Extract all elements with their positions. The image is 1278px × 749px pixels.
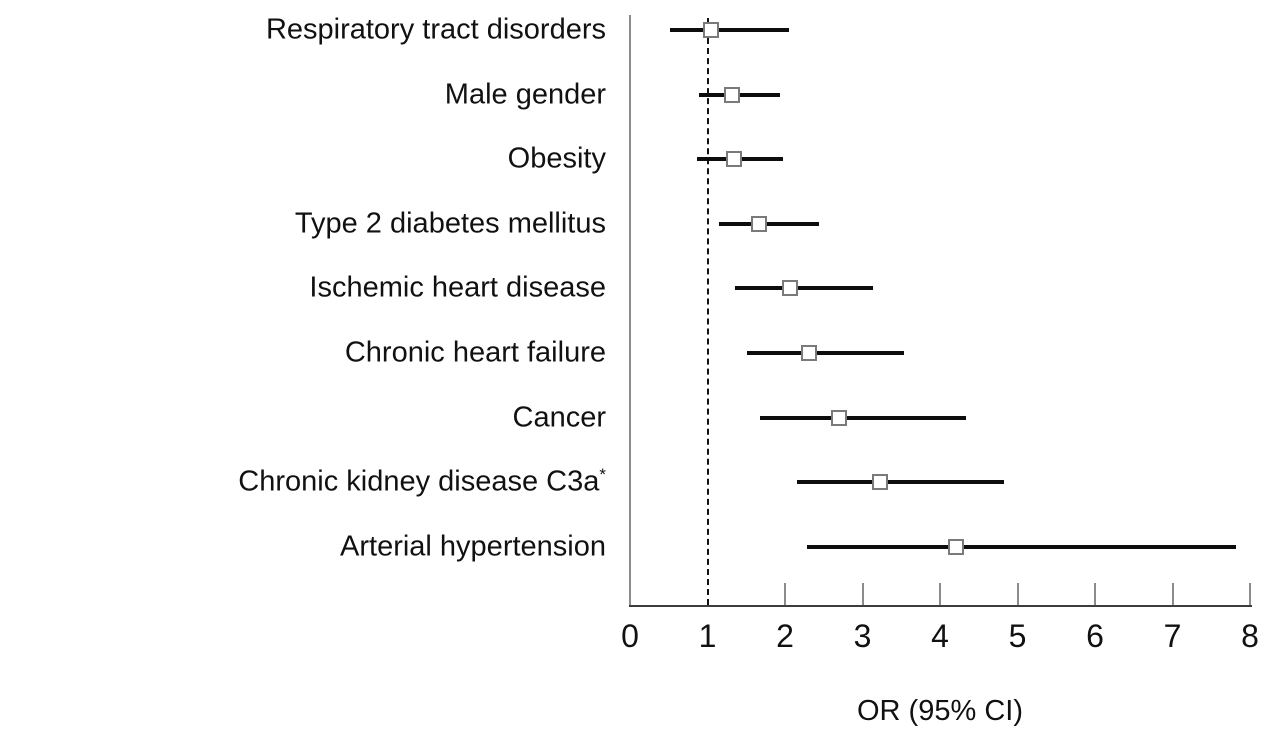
- x-tick-label: 3: [853, 618, 872, 654]
- reference-line-or-1: [706, 18, 709, 605]
- row-label: Type 2 diabetes mellitus: [294, 207, 606, 240]
- x-tick: [861, 583, 864, 605]
- x-tick: [1094, 583, 1096, 605]
- or-marker: [801, 345, 818, 361]
- or-marker: [831, 409, 848, 426]
- x-axis-line: [629, 605, 1252, 607]
- x-tick: [784, 583, 786, 605]
- row-label: Arterial hypertension: [340, 530, 606, 563]
- x-tick-label: 8: [1241, 618, 1259, 654]
- ci-line: [747, 351, 905, 355]
- or-marker: [703, 22, 720, 38]
- ci-line: [806, 544, 1237, 549]
- row-label: Chronic heart failure: [344, 336, 606, 369]
- or-marker: [725, 151, 742, 168]
- x-tick-label: 5: [1008, 618, 1027, 654]
- x-tick-label: 0: [621, 618, 639, 654]
- x-tick-label: 1: [698, 618, 717, 654]
- x-tick: [1171, 583, 1174, 605]
- row-label-superscript: *: [599, 465, 606, 485]
- row-label: Chronic kidney disease C3a*: [238, 465, 606, 498]
- ci-line: [796, 480, 1004, 485]
- or-marker: [724, 86, 741, 103]
- or-marker: [750, 215, 767, 232]
- ci-line: [719, 221, 820, 226]
- x-tick: [1249, 583, 1251, 605]
- row-label: Cancer: [512, 401, 607, 434]
- ci-line: [735, 286, 873, 291]
- ci-line: [760, 415, 967, 420]
- x-tick-label: 7: [1163, 618, 1182, 654]
- row-label: Respiratory tract disorders: [265, 13, 606, 46]
- x-tick-label: 4: [931, 618, 949, 654]
- or-marker: [947, 538, 964, 555]
- x-tick-label: 2: [776, 618, 794, 654]
- row-label: Obesity: [507, 142, 606, 175]
- x-tick-label: 6: [1086, 618, 1104, 654]
- x-tick: [939, 583, 941, 605]
- y-axis-line: [629, 15, 631, 607]
- or-marker: [782, 280, 799, 297]
- row-label: Male gender: [444, 78, 606, 111]
- ci-line: [669, 28, 789, 32]
- row-label: Ischemic heart disease: [309, 271, 606, 304]
- or-marker: [872, 474, 889, 491]
- x-tick: [1016, 583, 1019, 605]
- x-axis-title: OR (95% CI): [857, 695, 1023, 727]
